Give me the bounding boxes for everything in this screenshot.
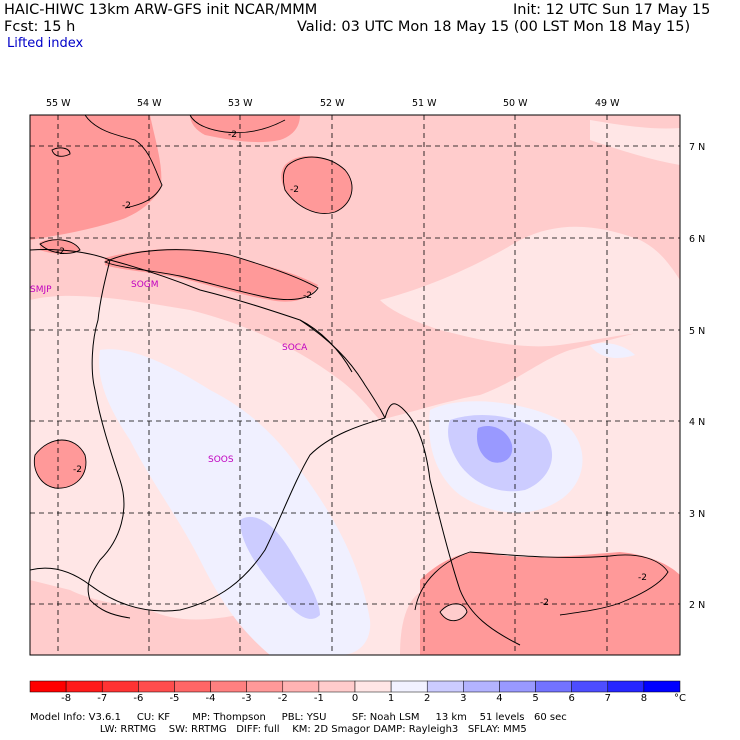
contour-label: -2: [73, 465, 82, 475]
colorbar-swatch: [499, 680, 536, 693]
lat-label: 6 N: [689, 234, 705, 245]
lon-label: 54 W: [137, 98, 162, 109]
colorbar-tick-label: 1: [387, 693, 395, 704]
colorbar-tick-label: 8: [640, 693, 648, 704]
colorbar-tick-label: 3: [460, 693, 467, 704]
lon-label: 49 W: [595, 98, 620, 109]
model-info-line2: LW: RRTMG SW: RRTMG DIFF: full KM: 2D Sm…: [30, 724, 527, 735]
lat-label: 4 N: [689, 417, 705, 428]
latlon-grid: [30, 115, 680, 655]
colorbar-swatch: [138, 680, 175, 693]
lat-label: 3 N: [689, 509, 705, 520]
colorbar-swatch: [354, 680, 392, 693]
field-name: Lifted index: [7, 36, 84, 51]
colorbar-swatch: [101, 680, 139, 693]
colorbar-tick-label: 2: [424, 693, 431, 704]
lat-labels: 7 N 6 N 5 N 4 N 3 N 2 N: [689, 142, 705, 611]
contour-label: -2: [228, 130, 237, 140]
lon-label: 52 W: [320, 98, 345, 109]
colorbar-swatch: [210, 680, 247, 693]
station-label: SOGM: [131, 280, 159, 290]
colorbar-tick-label: 6: [568, 693, 575, 704]
lon-labels: 55 W 54 W 53 W 52 W 51 W 50 W 49 W: [46, 98, 620, 109]
colorbar-swatch: [174, 680, 211, 693]
colorbar-tick-label: -5: [169, 693, 180, 704]
station-label: SOOS: [208, 455, 234, 465]
contour-label: -2: [122, 201, 131, 211]
model-info-line1: Model Info: V3.6.1 CU: KF MP: Thompson P…: [30, 712, 567, 723]
colorbar-tick-label: -7: [97, 693, 108, 704]
forecast-hour: Fcst: 15 h: [4, 19, 76, 35]
colorbar-swatch: [571, 680, 609, 693]
lat-label: 5 N: [689, 326, 705, 337]
colorbar-swatch: [65, 680, 103, 693]
station-label: SMJP: [30, 285, 52, 295]
lon-label: 50 W: [503, 98, 528, 109]
valid-time: Valid: 03 UTC Mon 18 May 15 (00 LST Mon …: [297, 19, 691, 35]
init-time: Init: 12 UTC Sun 17 May 15: [513, 2, 711, 18]
coastlines: [30, 249, 521, 646]
colorbar-swatch: [426, 680, 464, 693]
model-title: HAIC-HIWC 13km ARW-GFS init NCAR/MMM: [4, 2, 318, 18]
colorbar-unit: °C: [674, 693, 686, 704]
colorbar-swatch: [318, 680, 356, 693]
shaded-field: [30, 115, 680, 655]
lon-label: 53 W: [228, 98, 253, 109]
colorbar-swatch: [463, 680, 500, 693]
lon-label: 55 W: [46, 98, 71, 109]
colorbar-swatch: [607, 680, 645, 693]
colorbar-tick-label: -3: [241, 693, 252, 704]
colorbar-swatch: [29, 680, 67, 693]
colorbar-swatch: [246, 680, 284, 693]
map-border: [29, 114, 681, 656]
colorbar: [29, 680, 681, 693]
colorbar-tick-label: 0: [351, 693, 359, 704]
colorbar-swatch: [643, 680, 681, 693]
colorbar-tick-label: -4: [205, 693, 216, 704]
contour-label: -2: [56, 247, 65, 257]
colorbar-tick-label: -1: [313, 693, 324, 704]
colorbar-tick-label: -2: [277, 693, 288, 704]
contour-label: -2: [540, 598, 549, 608]
colorbar-swatch: [282, 680, 320, 693]
contour-label: -2: [290, 185, 299, 195]
colorbar-tick-label: -8: [61, 693, 72, 704]
lon-label: 51 W: [412, 98, 437, 109]
station-label: SOCA: [282, 343, 308, 353]
colorbar-tick-label: -6: [133, 693, 144, 704]
lat-label: 2 N: [689, 600, 705, 611]
colorbar-tick-label: 5: [532, 693, 539, 704]
contour-label: -2: [638, 573, 647, 583]
contour-lines: [33, 115, 669, 622]
colorbar-swatch: [535, 680, 572, 693]
contour-label-group: -2 -2 -2 -2 -2 -2 -2 -2: [56, 130, 647, 608]
lat-label: 7 N: [689, 142, 705, 153]
colorbar-swatch: [390, 680, 428, 693]
contour-label: -2: [303, 291, 312, 301]
colorbar-tick-label: 4: [496, 693, 503, 704]
colorbar-tick-label: 7: [604, 693, 611, 704]
